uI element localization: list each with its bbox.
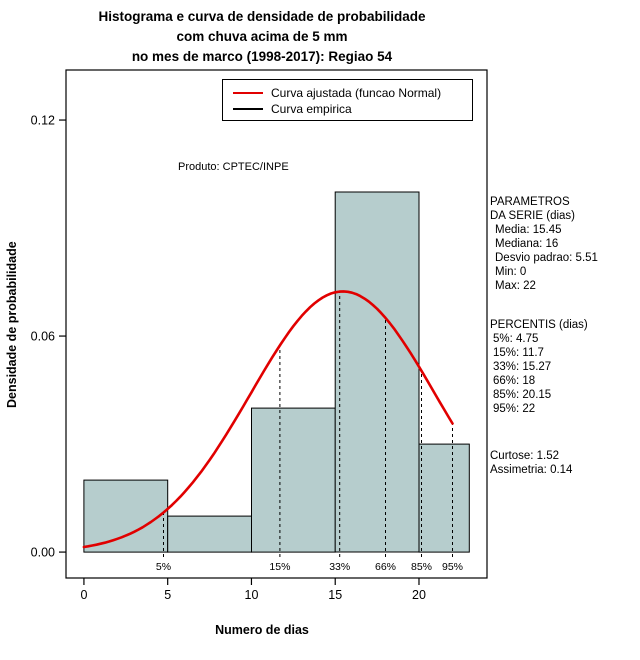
title-line-3: no mes de marco (1998-2017): Regiao 54 <box>131 49 393 64</box>
chart-title: Histograma e curva de densidade de proba… <box>0 7 524 67</box>
x-tick-label: 0 <box>80 588 87 602</box>
legend-label-empirical: Curva empirica <box>271 102 352 116</box>
percentile-label: 66% <box>375 561 396 573</box>
percentil-5: 5%: 4.75 <box>493 333 539 345</box>
legend-item-fitted-curve: Curva ajustada (funcao Normal) <box>233 85 472 101</box>
x-axis-label: Numero de dias <box>215 623 309 637</box>
title-line-2: com chuva acima de 5 mm <box>176 29 348 44</box>
percentil-85: 85%: 20.15 <box>493 389 552 401</box>
stat-min: Min: 0 <box>495 266 527 278</box>
percentil-66: 66%: 18 <box>493 375 536 387</box>
percentile-label: 33% <box>329 561 350 573</box>
percentil-15: 15%: 11.7 <box>493 347 544 359</box>
percentil-33: 33%: 15.27 <box>493 361 552 373</box>
stat-mediana: Mediana: 16 <box>495 238 559 250</box>
empirical-curve-line-icon <box>233 108 263 110</box>
x-tick-label: 15 <box>328 588 342 602</box>
y-tick-label: 0.12 <box>31 114 55 128</box>
x-tick-label: 5 <box>164 588 171 602</box>
series-parameters-panel: PARAMETROS DA SERIE (dias) Media: 15.45 … <box>490 195 598 293</box>
product-annotation: Produto: CPTEC/INPE <box>178 161 289 173</box>
stat-max: Max: 22 <box>495 280 536 292</box>
histogram-bar <box>334 191 420 553</box>
legend-label-fitted: Curva ajustada (funcao Normal) <box>271 86 442 100</box>
percentile-label: 95% <box>442 561 463 573</box>
percentile-label: 15% <box>269 561 290 573</box>
moments-panel: Curtose: 1.52 Assimetria: 0.14 <box>490 449 572 477</box>
legend-item-empirical-curve: Curva empirica <box>233 101 472 117</box>
y-tick-label: 0.06 <box>31 330 55 344</box>
y-tick-label: 0.00 <box>31 546 55 560</box>
histogram-bar <box>418 443 470 553</box>
stat-media: Media: 15.45 <box>495 224 562 236</box>
percentile-label: 5% <box>156 561 171 573</box>
plot-border <box>65 69 488 579</box>
histogram-bar <box>251 407 336 553</box>
histogram-bar <box>167 515 252 553</box>
stat-desvio: Desvio padrao: 5.51 <box>495 252 598 264</box>
percentile-label: 85% <box>411 561 432 573</box>
fitted-normal-curve <box>82 290 454 549</box>
params-title-line-1: PARAMETROS <box>490 196 570 208</box>
params-title-line-2: DA SERIE (dias) <box>490 210 575 222</box>
title-line-1: Histograma e curva de densidade de proba… <box>98 9 426 24</box>
percentil-95: 95%: 22 <box>493 403 536 415</box>
fitted-curve-line-icon <box>233 92 263 94</box>
percentis-title: PERCENTIS (dias) <box>490 319 588 331</box>
histogram-bar <box>83 479 169 553</box>
x-tick-label: 10 <box>245 588 259 602</box>
legend: Curva ajustada (funcao Normal) Curva emp… <box>222 79 473 121</box>
y-axis-label: Densidade de probabilidade <box>5 241 19 409</box>
percentiles-panel: PERCENTIS (dias) 5%: 4.75 15%: 11.7 33%:… <box>490 318 588 416</box>
x-tick-label: 20 <box>412 588 426 602</box>
stat-assimetria: Assimetria: 0.14 <box>490 464 573 476</box>
stat-curtose: Curtose: 1.52 <box>490 450 560 462</box>
